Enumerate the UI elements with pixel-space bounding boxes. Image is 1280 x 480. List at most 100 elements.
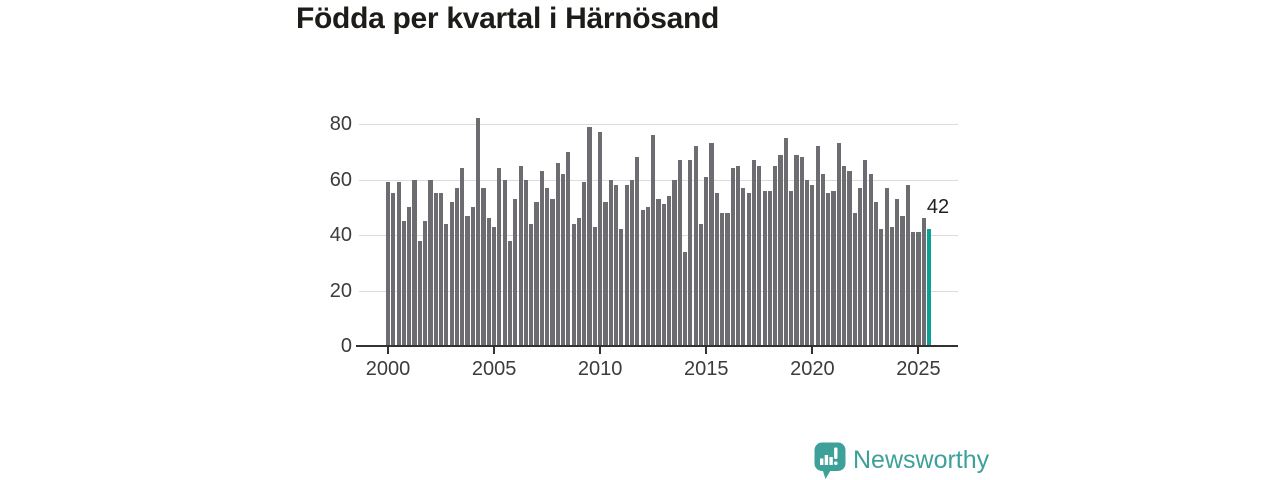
bar xyxy=(794,154,799,346)
bar xyxy=(534,201,539,346)
x-axis-line xyxy=(356,345,958,347)
newsworthy-logo-icon xyxy=(814,442,846,479)
bar xyxy=(391,193,396,346)
bar xyxy=(863,160,868,346)
bar xyxy=(470,207,475,346)
bar xyxy=(735,165,741,346)
bar xyxy=(895,198,900,346)
x-axis-tick-mark xyxy=(599,347,602,354)
x-axis-tick-label: 2005 xyxy=(471,358,517,380)
bar xyxy=(815,146,820,346)
bar xyxy=(645,207,650,346)
bar xyxy=(672,179,677,346)
bar xyxy=(709,143,714,346)
bar xyxy=(396,182,401,346)
bar xyxy=(486,218,491,346)
bar xyxy=(677,160,682,346)
x-axis-tick-mark xyxy=(917,347,920,354)
bar xyxy=(911,232,916,346)
chart-title: Födda per kvartal i Härnösand xyxy=(296,2,720,35)
bar xyxy=(401,221,406,346)
bar xyxy=(704,176,709,346)
bar xyxy=(879,229,884,346)
bar xyxy=(444,223,449,346)
bar xyxy=(449,201,454,346)
bar xyxy=(598,132,603,346)
bar xyxy=(799,157,804,346)
bar xyxy=(842,165,847,346)
bar xyxy=(656,198,661,346)
bar xyxy=(921,218,926,346)
bar xyxy=(741,187,746,346)
bar xyxy=(810,185,815,346)
bar xyxy=(858,187,863,346)
bar xyxy=(571,223,576,346)
bar xyxy=(831,190,836,346)
bar xyxy=(698,223,704,346)
x-axis-tick-mark xyxy=(811,347,814,354)
bar xyxy=(513,198,518,346)
bar xyxy=(518,165,523,346)
highlighted-bar xyxy=(926,229,932,346)
bar xyxy=(751,160,757,346)
last-value-label: 42 xyxy=(926,196,950,218)
bar xyxy=(523,179,528,346)
y-gridline xyxy=(359,179,958,181)
bar xyxy=(550,198,555,346)
bar xyxy=(560,173,566,346)
bar xyxy=(491,226,497,346)
bar xyxy=(428,179,433,346)
bar xyxy=(587,126,592,346)
bar xyxy=(682,251,688,346)
bar xyxy=(889,226,894,346)
bar xyxy=(385,182,391,346)
bar xyxy=(576,218,582,346)
bar xyxy=(767,190,772,346)
bar xyxy=(730,168,735,346)
x-axis-tick-label: 2025 xyxy=(896,358,941,380)
bar xyxy=(613,185,619,346)
bar xyxy=(603,201,608,346)
bar xyxy=(820,173,826,346)
y-axis-tick-label: 80 xyxy=(329,113,352,135)
bar xyxy=(783,137,788,346)
bar xyxy=(624,185,629,346)
bar xyxy=(852,212,857,346)
bar xyxy=(640,210,645,346)
bar xyxy=(412,179,417,346)
bar xyxy=(465,215,470,346)
bar xyxy=(566,151,571,346)
bar xyxy=(789,190,794,346)
bar xyxy=(555,162,560,346)
bar xyxy=(592,226,597,346)
bar xyxy=(693,146,698,346)
x-axis-tick-label: 2015 xyxy=(684,358,729,380)
bar xyxy=(900,215,905,346)
bar xyxy=(529,223,534,346)
y-gridline xyxy=(359,124,958,125)
y-axis-tick-label: 40 xyxy=(329,224,352,246)
y-axis-tick-label: 20 xyxy=(329,279,352,302)
bar xyxy=(762,190,767,346)
bar xyxy=(502,179,507,346)
bar xyxy=(433,193,438,346)
bar xyxy=(608,179,613,346)
bar xyxy=(905,185,910,346)
bar xyxy=(481,187,486,346)
x-axis-tick-mark xyxy=(705,347,708,354)
bar xyxy=(873,201,879,346)
bar xyxy=(539,171,544,346)
bar xyxy=(476,118,481,346)
bar xyxy=(635,157,640,346)
bar xyxy=(460,168,465,346)
bar xyxy=(629,179,635,346)
x-axis-tick-mark xyxy=(387,347,389,354)
bar xyxy=(746,193,751,346)
bar xyxy=(714,193,719,346)
bar xyxy=(651,135,656,346)
bar xyxy=(688,160,693,346)
bar xyxy=(804,179,810,346)
bar xyxy=(407,207,412,346)
bar xyxy=(667,196,672,346)
bar xyxy=(757,165,762,346)
